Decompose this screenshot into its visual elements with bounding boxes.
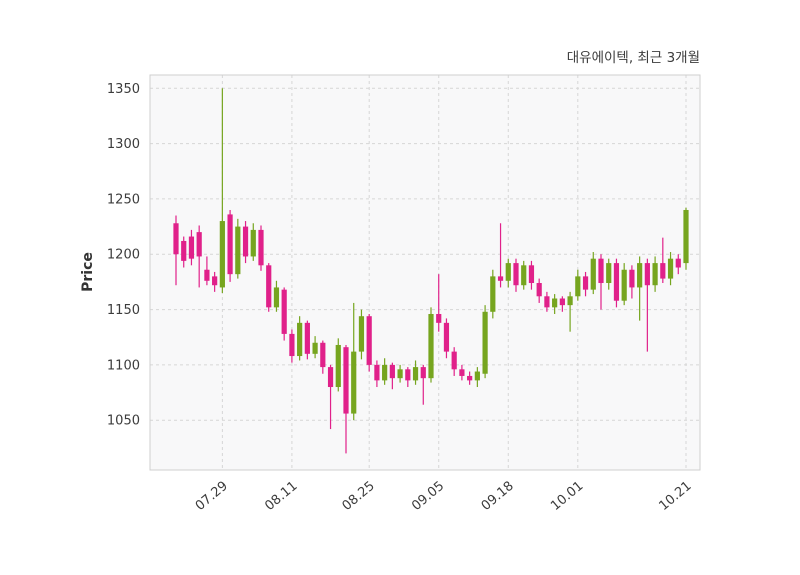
candle-body-down [467, 375, 473, 381]
candle-body-down [513, 263, 519, 286]
x-tick-label: 09.18 [479, 479, 517, 514]
y-tick-label: 1350 [107, 82, 140, 97]
candle-body-up [667, 258, 674, 279]
candle-body-up [567, 296, 573, 306]
candle-body-up [312, 342, 318, 354]
candle-body-up [428, 313, 434, 379]
x-tick-label: 08.11 [262, 479, 300, 514]
candle-body-down [389, 364, 395, 379]
candle-body-down [451, 351, 457, 370]
candle-body-down [366, 316, 372, 365]
candle-body-up [358, 316, 365, 352]
y-tick-label: 1250 [107, 192, 140, 207]
y-tick-label: 1200 [107, 248, 140, 263]
candle-body-down [188, 236, 195, 259]
candle-body-down [559, 298, 565, 306]
candle-body-up [505, 263, 511, 281]
y-tick-label: 1100 [107, 358, 140, 373]
candle-body-down [629, 269, 635, 288]
candle-body-up [606, 263, 612, 284]
y-tick-label: 1150 [107, 303, 140, 318]
candle-body-up [490, 276, 496, 312]
candle-body-up [273, 287, 280, 308]
candle-body-down [443, 322, 450, 352]
candle-body-down [212, 276, 218, 286]
candle-body-up [397, 369, 403, 379]
y-axis-label: Price [80, 252, 96, 292]
y-tick-label: 1300 [107, 137, 140, 152]
candle-body-down [266, 265, 272, 308]
candle-body-up [637, 263, 643, 288]
candle-body-down [320, 342, 326, 368]
candle-body-up [482, 311, 488, 374]
candle-body-down [281, 289, 287, 334]
candle-body-down [613, 263, 620, 301]
candle-body-up [621, 269, 627, 301]
chart-title: 대유에이텍, 최근 3개월 [566, 50, 700, 66]
candle-body-down [327, 367, 334, 388]
x-tick-label: 09.05 [409, 479, 447, 514]
candle-body-down [304, 322, 310, 354]
candle-body-down [242, 226, 249, 257]
candle-body-up [552, 298, 558, 308]
candle-body-up [590, 258, 596, 290]
candle-body-down [405, 369, 411, 381]
candle-body-down [258, 229, 264, 266]
candle-body-down [497, 276, 504, 281]
candle-body-down [204, 269, 210, 281]
candle-body-down [582, 276, 589, 290]
candle-body-up [575, 276, 581, 297]
candle-body-up [683, 209, 689, 264]
candle-body-down [227, 214, 233, 275]
y-tick-label: 1050 [107, 414, 140, 429]
x-tick-label: 08.25 [340, 479, 378, 514]
candle-body-down [173, 223, 179, 255]
candle-body-up [297, 322, 303, 357]
candle-body-up [521, 265, 527, 286]
x-tick-label: 07.29 [193, 479, 231, 514]
candle-body-up [235, 226, 241, 275]
candle-body-down [544, 296, 550, 308]
x-tick-label: 10.01 [548, 479, 586, 514]
candle-body-up [250, 229, 256, 257]
candle-body-up [474, 371, 480, 381]
x-tick-label: 10.21 [656, 479, 694, 514]
candle-body-down [459, 369, 465, 376]
candle-body-up [382, 364, 388, 381]
candle-body-down [181, 240, 187, 261]
candle-body-down [644, 263, 650, 286]
candle-body-up [652, 263, 658, 286]
candle-body-up [412, 367, 419, 381]
plot-frame [149, 74, 701, 471]
candle-body-down [660, 263, 666, 279]
candle-body-up [219, 221, 225, 288]
candle-body-down [289, 333, 295, 357]
candle-body-down [436, 313, 442, 323]
candle-body-down [343, 347, 349, 414]
candle-body-down [420, 367, 426, 379]
candle-body-down [374, 364, 380, 381]
candle-body-down [598, 258, 604, 284]
candle-body-up [335, 344, 341, 388]
candle-body-down [675, 258, 681, 268]
candle-body-up [351, 351, 357, 414]
candle-body-down [528, 265, 535, 284]
candle-body-down [196, 232, 202, 257]
candle-body-down [536, 283, 542, 297]
